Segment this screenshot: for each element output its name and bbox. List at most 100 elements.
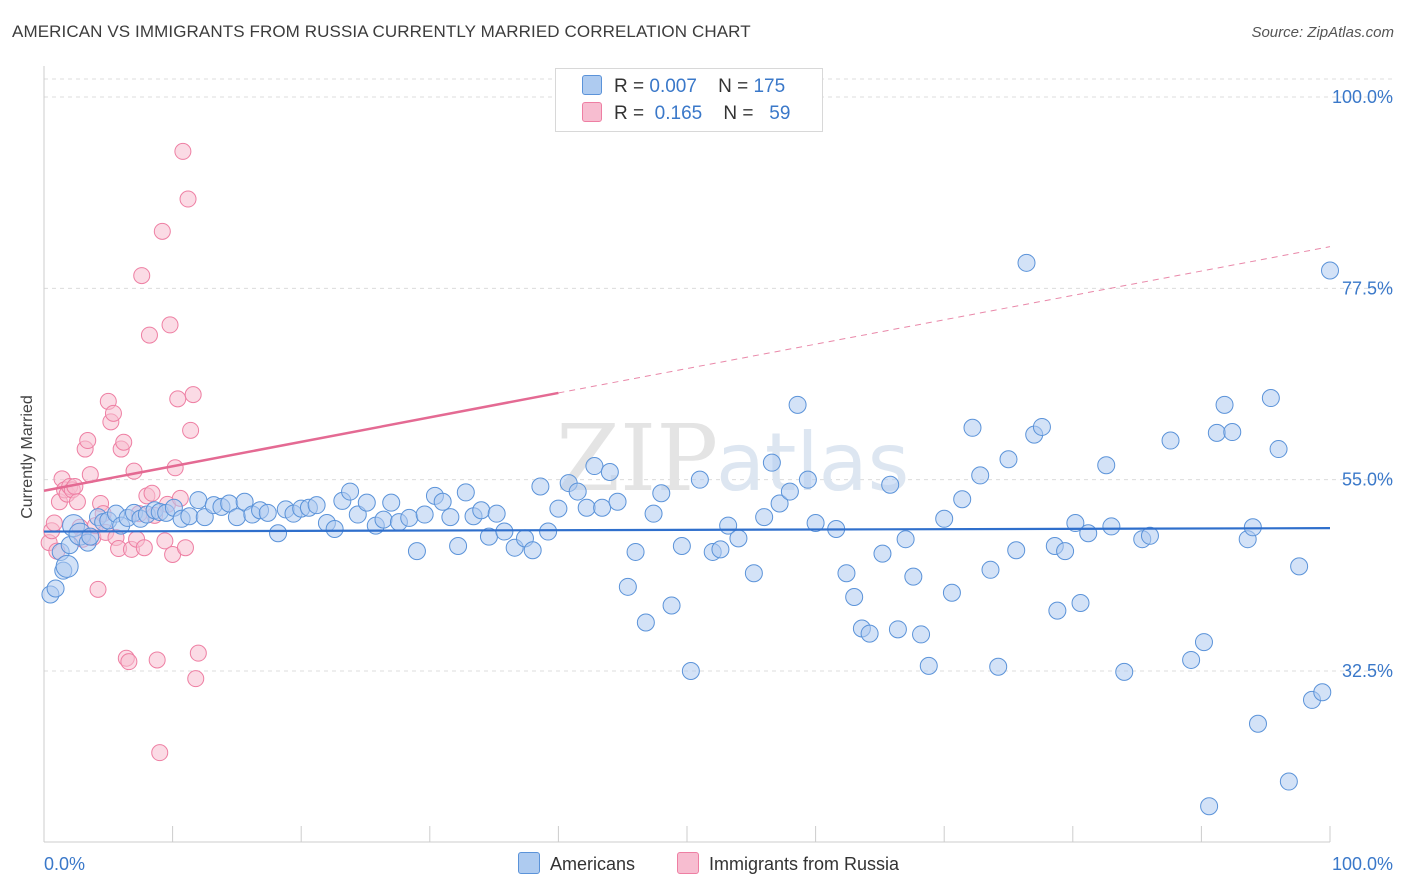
american-point xyxy=(1066,514,1085,533)
legend-n-value: 59 xyxy=(769,103,791,124)
american-point xyxy=(798,470,817,489)
russia-point xyxy=(153,222,171,240)
american-point xyxy=(374,510,393,529)
american-point xyxy=(400,508,419,527)
american-point xyxy=(608,492,627,511)
american-point xyxy=(1261,389,1280,408)
american-point xyxy=(744,564,763,583)
american-point xyxy=(227,508,246,527)
y-tick-label: 32.5% xyxy=(1342,661,1393,681)
american-point xyxy=(953,490,972,509)
american-point xyxy=(652,484,671,503)
american-point xyxy=(690,470,709,489)
american-point xyxy=(531,477,550,496)
tick-labels: 32.5% 55.0% 77.5% 100.0% 0.0% 100.0% xyxy=(44,87,1393,874)
american-point xyxy=(644,504,663,523)
russia-point xyxy=(156,532,174,550)
russia-points xyxy=(40,142,207,762)
american-point xyxy=(1071,593,1090,612)
american-point xyxy=(189,491,208,510)
legend-n-label: N = xyxy=(718,76,749,97)
american-point xyxy=(325,519,344,538)
american-point xyxy=(1182,650,1201,669)
axes xyxy=(43,66,1331,843)
russia-point xyxy=(104,404,122,422)
american-point xyxy=(1290,557,1309,576)
bottom-legend-russia-label: Immigrants from Russia xyxy=(709,854,900,874)
american-point xyxy=(307,496,326,515)
american-point xyxy=(881,475,900,494)
american-point xyxy=(1017,253,1036,272)
american-point xyxy=(495,522,514,541)
american-point xyxy=(433,492,452,511)
russia-point xyxy=(151,744,169,762)
american-point xyxy=(415,505,434,524)
american-point xyxy=(568,482,587,501)
x-tick-label-max: 100.0% xyxy=(1332,854,1393,874)
bottom-legend-swatch-blue xyxy=(518,852,540,874)
russia-point xyxy=(174,142,192,160)
american-point xyxy=(456,483,475,502)
american-point xyxy=(1248,714,1267,733)
american-point xyxy=(1215,395,1234,414)
american-point xyxy=(180,507,199,526)
watermark: ZIP atlas xyxy=(556,405,909,512)
american-point xyxy=(1321,261,1339,280)
american-point xyxy=(896,530,915,549)
russia-point xyxy=(140,326,158,344)
american-point xyxy=(1048,601,1067,620)
legend-r-label: R = xyxy=(614,76,645,97)
russia-trend-extension xyxy=(558,246,1331,394)
russia-point xyxy=(169,390,187,408)
american-point xyxy=(942,583,961,602)
american-point xyxy=(860,624,879,643)
legend-r-label: R = xyxy=(614,103,645,124)
bottom-legend-americans-label: Americans xyxy=(550,854,636,874)
y-tick-label: 100.0% xyxy=(1332,87,1393,107)
bottom-legend-russia: Immigrants from Russia xyxy=(677,852,899,875)
american-point xyxy=(912,625,931,644)
russia-point xyxy=(125,462,143,480)
american-point xyxy=(837,564,856,583)
trend-lines xyxy=(43,246,1331,533)
american-point xyxy=(258,503,277,522)
american-point xyxy=(1200,797,1219,816)
american-point xyxy=(523,541,542,560)
legend-row-russia: R = 0.165 N = 59 xyxy=(582,102,790,126)
russia-point xyxy=(45,514,63,532)
american-point xyxy=(1269,440,1288,459)
watermark-atlas: atlas xyxy=(716,416,909,509)
source-label: Source: ZipAtlas.com xyxy=(1251,24,1394,41)
american-point xyxy=(382,493,401,512)
american-point xyxy=(681,662,700,680)
bottom-legend-swatch-pink xyxy=(677,852,699,874)
gridlines xyxy=(44,78,1393,672)
american-point xyxy=(46,579,65,598)
american-point xyxy=(1102,517,1121,536)
american-point xyxy=(269,524,288,543)
american-point xyxy=(919,656,938,675)
american-point xyxy=(600,463,619,482)
american-point xyxy=(711,540,730,559)
russia-point xyxy=(133,267,151,285)
american-point xyxy=(873,544,892,563)
american-point xyxy=(845,588,864,607)
american-point xyxy=(672,536,691,555)
american-point xyxy=(1140,526,1159,545)
american-point xyxy=(195,508,214,527)
american-point xyxy=(1161,431,1180,450)
russia-point xyxy=(135,539,153,557)
stats-legend: R = 0.007 N = 175 R = 0.165 N = 59 xyxy=(555,68,823,132)
american-point xyxy=(626,542,645,561)
bottom-legend-americans: Americans xyxy=(518,852,635,875)
russia-point xyxy=(68,493,86,511)
russia-point xyxy=(161,316,179,334)
american-point xyxy=(487,504,506,523)
american-point xyxy=(1115,662,1134,681)
american-point xyxy=(1223,423,1242,442)
russia-point xyxy=(143,484,161,502)
american-point xyxy=(662,596,681,615)
american-point xyxy=(806,514,825,533)
american-point xyxy=(1313,683,1332,702)
